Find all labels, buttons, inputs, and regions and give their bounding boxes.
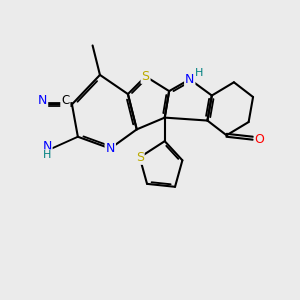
Text: S: S xyxy=(142,70,150,83)
Text: N: N xyxy=(106,142,115,155)
Text: H: H xyxy=(194,68,203,78)
Text: N: N xyxy=(42,140,52,153)
Text: C: C xyxy=(61,94,70,107)
Text: S: S xyxy=(136,151,144,164)
Text: H: H xyxy=(43,150,51,160)
Text: O: O xyxy=(255,133,265,146)
Text: N: N xyxy=(185,73,194,86)
Text: N: N xyxy=(38,94,47,107)
